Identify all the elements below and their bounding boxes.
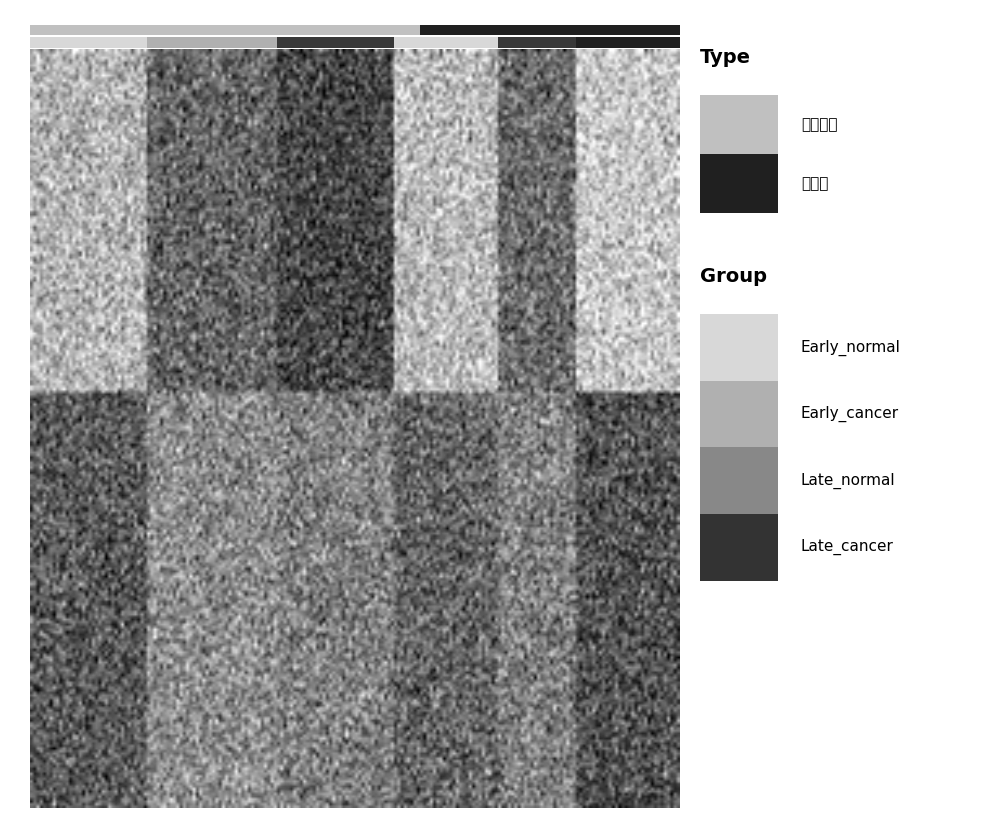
Bar: [30, 37, 147, 48]
Bar: [277, 37, 394, 48]
Text: Group: Group: [700, 268, 767, 287]
Bar: [700, 154, 778, 213]
Text: Type: Type: [700, 49, 751, 68]
Bar: [700, 381, 778, 447]
Text: Late_cancer: Late_cancer: [801, 539, 894, 555]
Bar: [147, 37, 277, 48]
Text: Late_normal: Late_normal: [801, 473, 895, 489]
Bar: [700, 447, 778, 514]
Bar: [700, 315, 778, 381]
Text: Early_cancer: Early_cancer: [801, 406, 899, 422]
Bar: [394, 37, 498, 48]
Bar: [700, 514, 778, 581]
Bar: [576, 37, 680, 48]
Text: Early_normal: Early_normal: [801, 339, 901, 356]
Bar: [30, 25, 420, 35]
Bar: [700, 96, 778, 154]
Bar: [420, 25, 680, 35]
Bar: [498, 37, 576, 48]
Text: 非肝转移: 非肝转移: [801, 117, 837, 132]
Text: 肝转移: 肝转移: [801, 176, 828, 190]
